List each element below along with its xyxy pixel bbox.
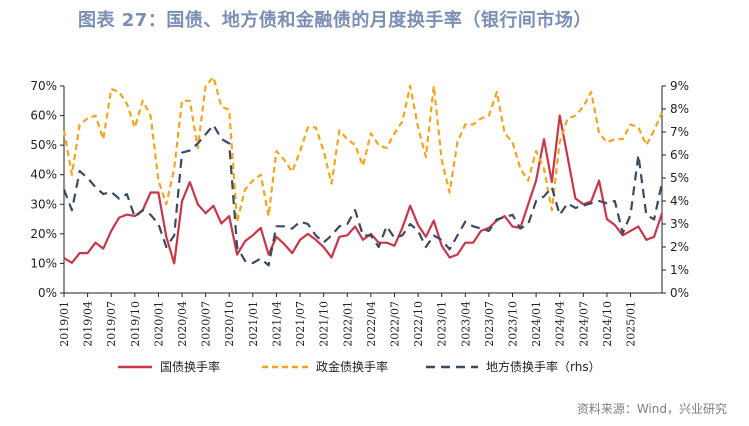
right-tick-label: 7% — [670, 125, 689, 139]
x-tick-label: 2019/10 — [129, 301, 142, 347]
right-tick-label: 5% — [670, 171, 689, 185]
x-tick-label: 2020/07 — [200, 301, 213, 347]
x-tick-label: 2022/04 — [365, 301, 378, 347]
left-tick-label: 40% — [30, 168, 57, 182]
x-tick-label: 2023/10 — [507, 301, 520, 347]
source-note: 资料来源：Wind，兴业研究 — [576, 402, 727, 416]
right-tick-label: 0% — [670, 286, 689, 300]
legend: 国债换手率 政金债换手率 地方债换手率（rhs） — [118, 359, 601, 374]
x-tick-label: 2024/07 — [577, 301, 590, 347]
x-tick-label: 2022/10 — [412, 301, 425, 347]
left-tick-label: 50% — [30, 138, 57, 152]
x-tick-label: 2022/07 — [388, 301, 401, 347]
legend-label-1: 国债换手率 — [160, 359, 220, 374]
chart-title: 图表 27：国债、地方债和金融债的月度换手率（银行间市场） — [78, 10, 592, 31]
legend-label-2: 政金债换手率 — [316, 359, 388, 374]
x-tick-label: 2019/07 — [105, 301, 118, 347]
x-axis-ticks: 2019/01 2019/04 2019/07 2019/10 2020/01 2020/… — [58, 293, 638, 347]
x-tick-label: 2025/01 — [625, 301, 638, 347]
x-tick-label: 2024/10 — [601, 301, 614, 347]
legend-label-3: 地方债换手率（rhs） — [486, 359, 601, 374]
x-tick-label: 2021/04 — [270, 301, 283, 347]
x-tick-label: 2021/07 — [294, 301, 307, 347]
x-tick-label: 2023/01 — [436, 301, 449, 347]
right-tick-label: 1% — [670, 263, 689, 277]
left-tick-label: 20% — [30, 227, 57, 241]
x-tick-label: 2019/01 — [58, 301, 71, 347]
right-tick-label: 6% — [670, 148, 689, 162]
line-chart: 0% 10% 20% 30% 40% 50% 60% 70% 0% 1% 2% 3% 4% 5% 6% 7%… — [30, 75, 689, 374]
right-axis-ticks: 0% 1% 2% 3% 4% 5% 6% 7% 8% 9% — [662, 79, 689, 300]
x-tick-label: 2024/01 — [530, 301, 543, 347]
x-tick-label: 2020/10 — [223, 301, 236, 347]
x-tick-label: 2023/04 — [459, 301, 472, 347]
x-tick-label: 2020/01 — [152, 301, 165, 347]
right-tick-label: 8% — [670, 102, 689, 116]
series-line-3 — [62, 123, 664, 267]
x-tick-label: 2024/04 — [554, 301, 567, 347]
left-tick-label: 70% — [30, 79, 57, 93]
x-tick-label: 2019/04 — [82, 301, 95, 347]
x-tick-label: 2021/01 — [247, 301, 260, 347]
right-tick-label: 2% — [670, 240, 689, 254]
left-tick-label: 30% — [30, 197, 57, 211]
right-tick-label: 4% — [670, 194, 689, 208]
series-line-1 — [63, 114, 664, 265]
left-tick-label: 10% — [30, 256, 57, 270]
right-tick-label: 9% — [670, 79, 689, 93]
left-axis-ticks: 0% 10% 20% 30% 40% 50% 60% 70% — [30, 79, 64, 300]
left-tick-label: 60% — [30, 109, 57, 123]
series-line-2 — [62, 75, 664, 224]
x-tick-label: 2022/01 — [341, 301, 354, 347]
x-tick-label: 2023/07 — [483, 301, 496, 347]
x-tick-label: 2021/10 — [318, 301, 331, 347]
left-tick-label: 0% — [38, 286, 57, 300]
right-tick-label: 3% — [670, 217, 689, 231]
series-lines — [62, 75, 664, 267]
x-tick-label: 2020/04 — [176, 301, 189, 347]
